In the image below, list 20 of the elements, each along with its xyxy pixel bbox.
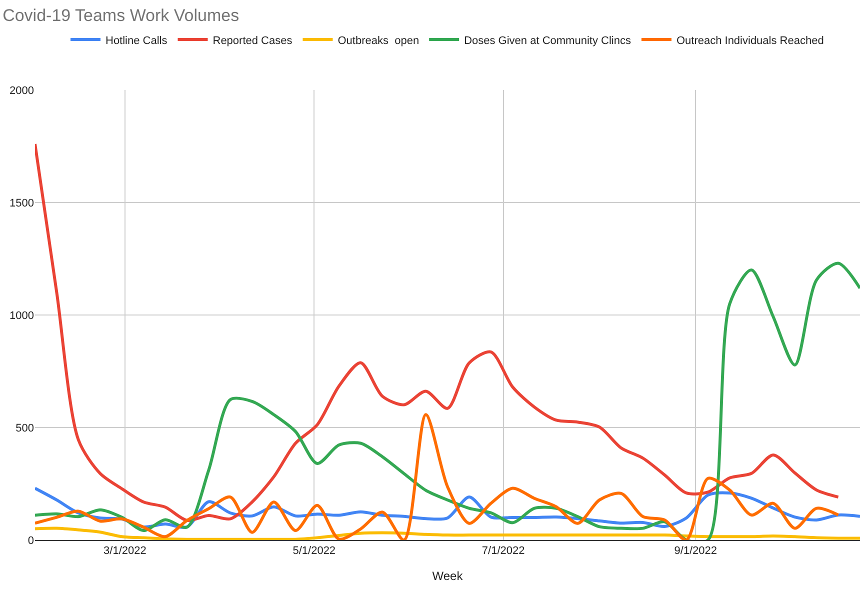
legend-label: Hotline Calls [106,34,168,47]
y-tick-label: 1500 [10,197,34,210]
x-tick-label: 9/1/2022 [674,545,718,558]
line-series [35,413,840,540]
x-tick-label: 3/1/2022 [104,545,146,558]
x-tick-label: 5/1/2022 [292,545,336,558]
y-tick-label: 2000 [10,84,34,97]
legend-label: Doses Given at Community Clincs [464,34,632,47]
line-series [35,262,860,540]
legend-label: Outbreaks open [338,34,420,47]
y-tick-label: 0 [28,534,34,547]
chart-title: Covid-19 Teams Work Volumes [2,6,240,25]
x-axis-title: Week [432,569,464,584]
x-tick-label: 7/1/2022 [482,545,525,558]
legend-label: Outreach Individuals Reached [676,34,824,47]
line-series [35,142,840,522]
line-series [35,526,860,540]
legend-label: Reported Cases [212,34,293,47]
y-tick-label: 1000 [10,310,34,322]
y-tick-label: 500 [16,422,34,434]
